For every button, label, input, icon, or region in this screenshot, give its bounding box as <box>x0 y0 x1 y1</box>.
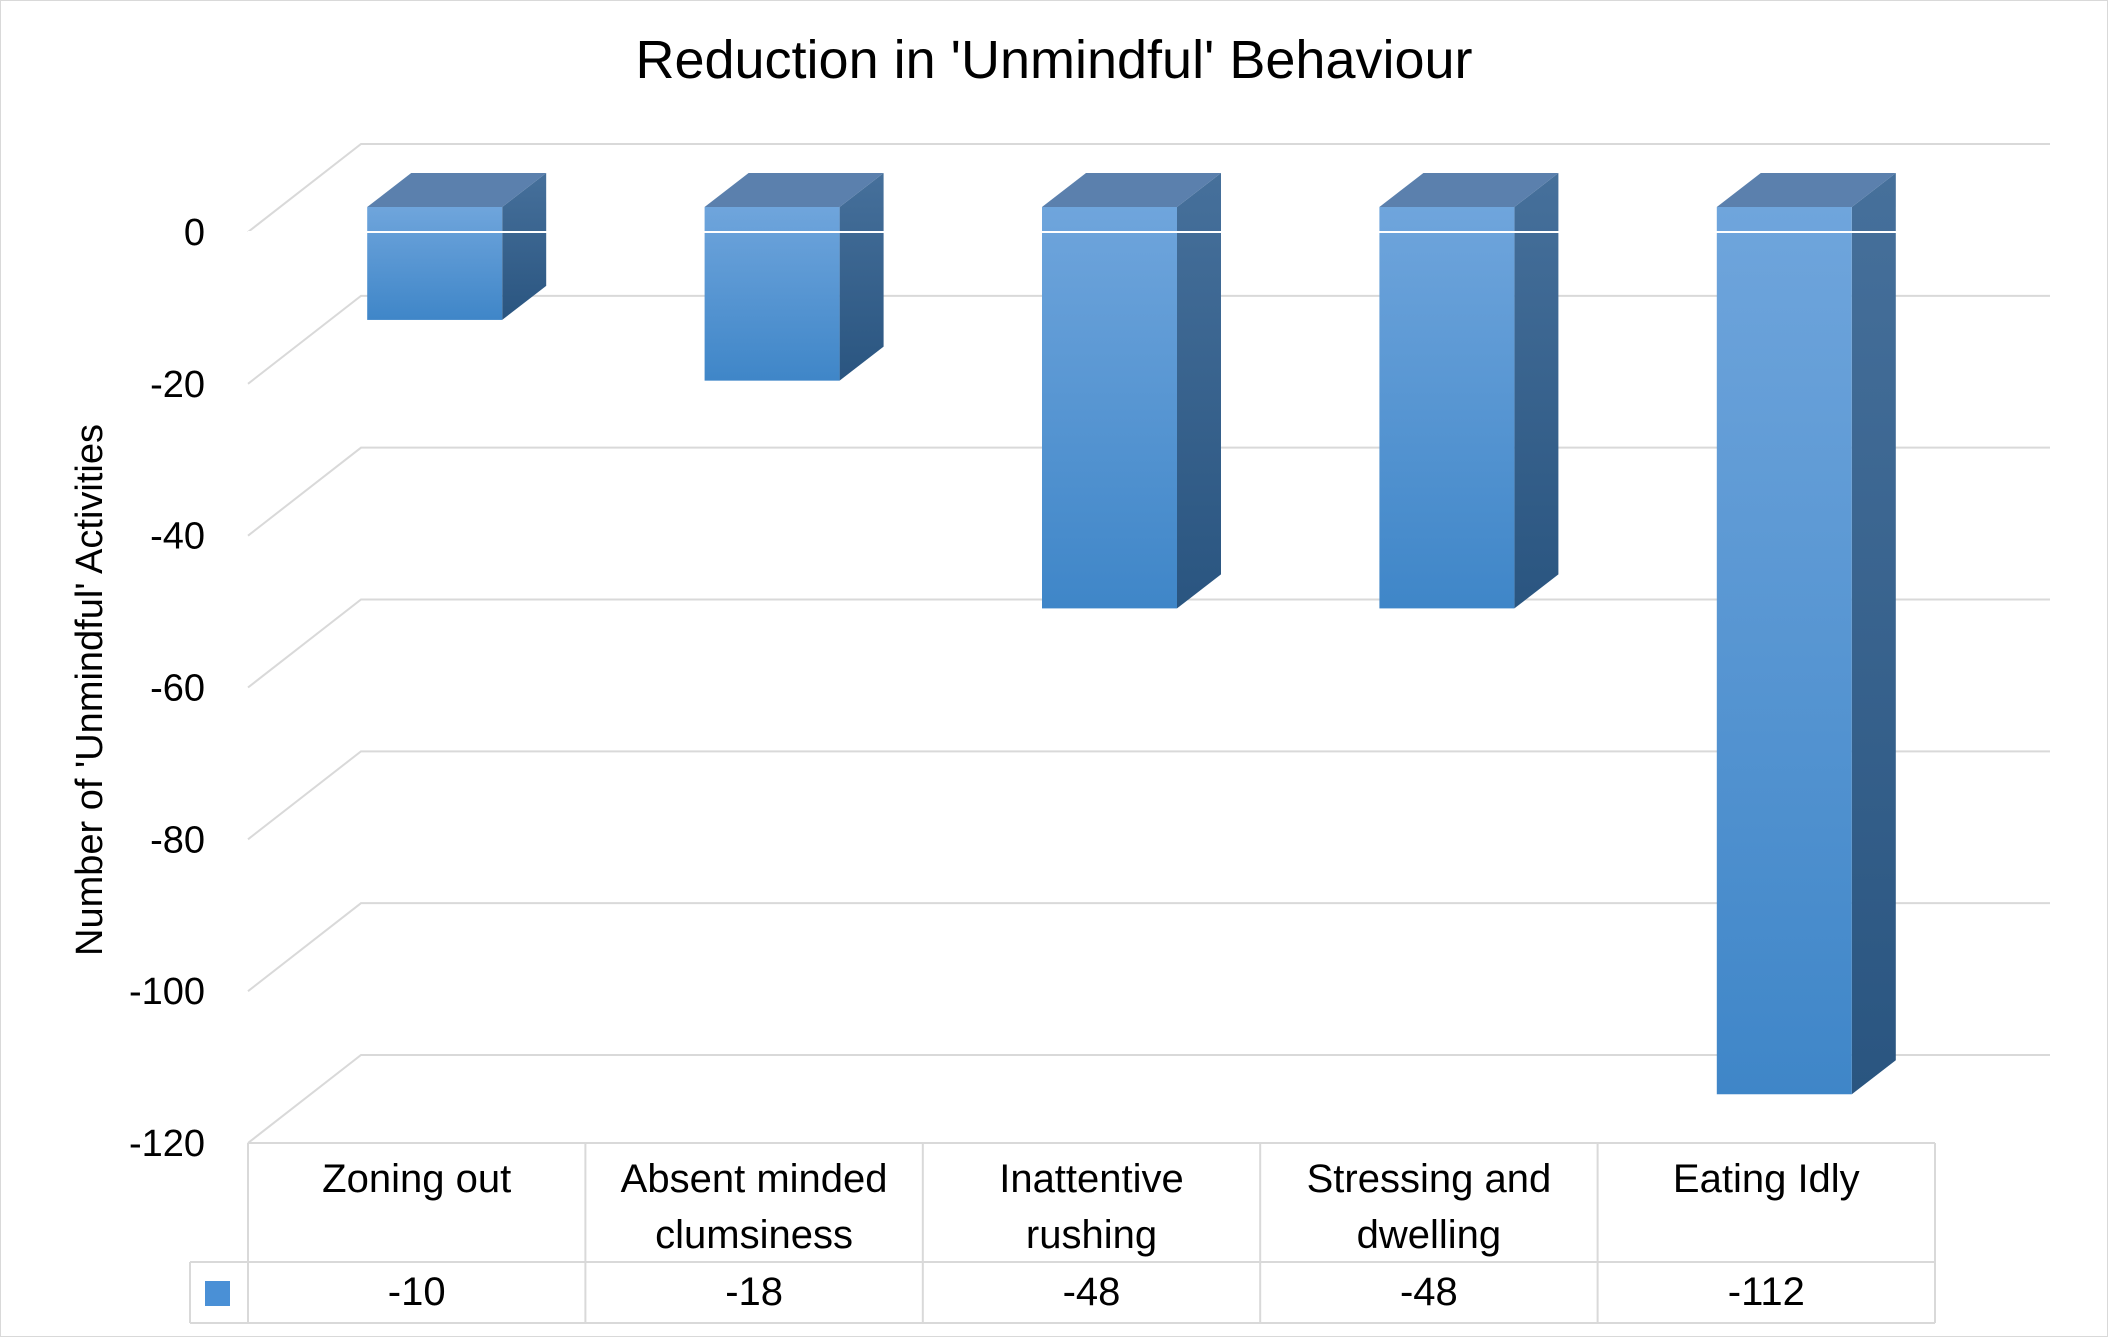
bar-front <box>1042 207 1177 609</box>
gridline <box>247 750 2050 841</box>
bar-side <box>839 173 884 381</box>
x-tick-label: Zoning out <box>322 1157 511 1201</box>
legend-key <box>205 1281 230 1306</box>
bar <box>1042 173 1221 609</box>
bar-side <box>1177 173 1221 609</box>
bar-top <box>704 173 884 207</box>
bar-front <box>1716 207 1852 1095</box>
x-tick-label: Inattentive rushing <box>999 1157 1184 1257</box>
bar-front <box>367 207 503 320</box>
y-axis-ticks: 0 -20 -40 -60 -80 -100 -120 <box>129 212 205 1165</box>
bar-side <box>1851 173 1896 1095</box>
x-tick-label: Absent minded clumsiness <box>621 1157 888 1257</box>
y-tick-label: -20 <box>150 364 205 406</box>
data-label: -48 <box>1400 1270 1458 1314</box>
data-label: -112 <box>1728 1270 1805 1314</box>
x-tick-label: Eating Idly <box>1673 1157 1860 1201</box>
gridline <box>247 1054 2050 1144</box>
chart-title: Reduction in 'Unmindful' Behaviour <box>635 30 1472 90</box>
bar-top <box>367 173 547 207</box>
gridlines <box>247 143 2050 1144</box>
bars <box>367 173 1896 1095</box>
y-tick-label: -80 <box>150 819 205 861</box>
y-tick-label: -100 <box>129 971 205 1013</box>
y-tick-label: -120 <box>129 1123 205 1165</box>
x-tick-label: Stressing and dwelling <box>1307 1157 1552 1257</box>
y-axis-label: Number of 'Unmindful' Activities <box>69 424 111 956</box>
y-tick-label: -40 <box>150 516 205 558</box>
bar-front <box>704 207 840 381</box>
gridline <box>247 902 2050 992</box>
bar <box>367 173 547 320</box>
y-tick-label: 0 <box>184 212 205 254</box>
data-label: -18 <box>725 1270 783 1314</box>
data-label: -10 <box>388 1270 446 1314</box>
bar-top <box>1716 173 1896 207</box>
bar <box>1379 173 1559 609</box>
bar-side <box>1514 173 1559 609</box>
bar-front <box>1379 207 1515 609</box>
y-tick-label: -60 <box>150 668 205 710</box>
data-label: -48 <box>1063 1270 1121 1314</box>
bar <box>1716 173 1896 1095</box>
bar <box>704 173 884 381</box>
data-table: Zoning out -10 Absent minded clumsiness -18 I… <box>189 1142 1936 1324</box>
bar-top <box>1379 173 1559 207</box>
bar-side <box>502 173 547 320</box>
gridline <box>247 143 2050 233</box>
bar-top <box>1042 173 1221 207</box>
